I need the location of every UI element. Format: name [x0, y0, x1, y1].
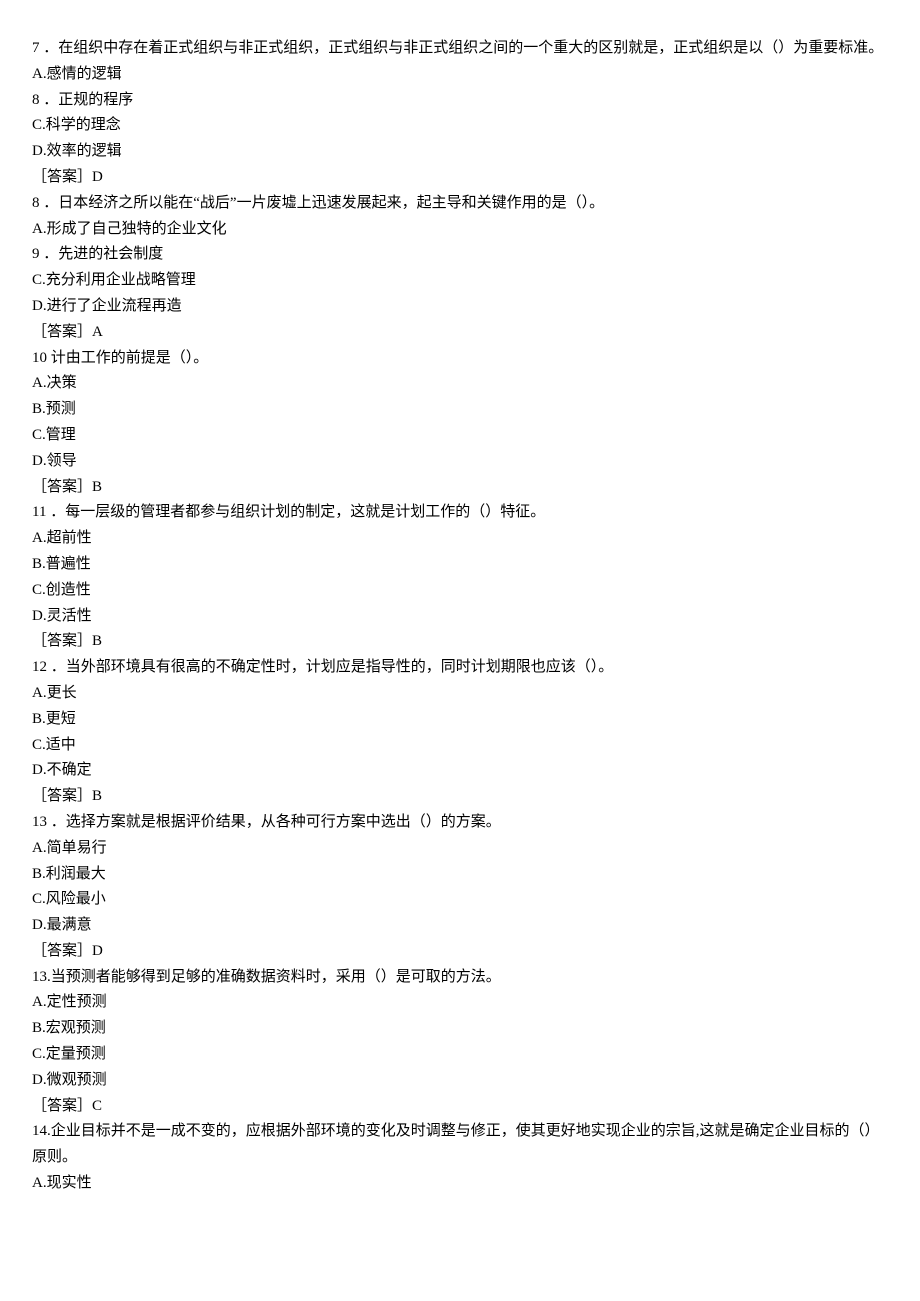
- answer-line: ［答案］B: [32, 784, 888, 810]
- option-d: D.领导: [32, 449, 888, 475]
- option-b: B.预测: [32, 397, 888, 423]
- option-a: A.定性预测: [32, 990, 888, 1016]
- option-b: B.更短: [32, 707, 888, 733]
- question-text: ．当外部环境具有很高的不确定性时，计划应是指导性的，同时计划期限也应该（）。: [47, 659, 613, 675]
- document-body: 7 ．在组织中存在着正式组织与非正式组织，正式组织与非正式组织之间的一个重大的区…: [32, 36, 888, 1197]
- option-a: A.决策: [32, 371, 888, 397]
- answer-line: ［答案］A: [32, 320, 888, 346]
- option-c: C.充分利用企业战略管理: [32, 268, 888, 294]
- option-b: B.宏观预测: [32, 1016, 888, 1042]
- question-number: 14.: [32, 1123, 51, 1139]
- question-number: 7: [32, 40, 40, 56]
- question-stem: 14.企业目标并不是一成不变的，应根据外部环境的变化及时调整与修正，使其更好地实…: [32, 1119, 888, 1171]
- answer-line: ［答案］C: [32, 1094, 888, 1120]
- question-number: 10: [32, 350, 47, 366]
- question-number: 11: [32, 504, 46, 520]
- option-d: D.微观预测: [32, 1068, 888, 1094]
- option-c: C.管理: [32, 423, 888, 449]
- question-text: 当预测者能够得到足够的准确数据资料时，采用（）是可取的方法。: [51, 969, 501, 985]
- option-d: D.灵活性: [32, 604, 888, 630]
- option-c: C.科学的理念: [32, 113, 888, 139]
- option-b: B.利润最大: [32, 862, 888, 888]
- question-number: 13: [32, 814, 47, 830]
- option-d: D.进行了企业流程再造: [32, 294, 888, 320]
- option-d: D.最满意: [32, 913, 888, 939]
- option-c: C.定量预测: [32, 1042, 888, 1068]
- question-number: 8: [32, 195, 40, 211]
- answer-line: ［答案］B: [32, 475, 888, 501]
- question-number: 13.: [32, 969, 51, 985]
- question-number: 12: [32, 659, 47, 675]
- question-text: ．在组织中存在着正式组织与非正式组织，正式组织与非正式组织之间的一个重大的区别就…: [43, 40, 883, 56]
- question-stem: 7 ．在组织中存在着正式组织与非正式组织，正式组织与非正式组织之间的一个重大的区…: [32, 36, 888, 62]
- option-c: C.适中: [32, 733, 888, 759]
- option-d: D.不确定: [32, 758, 888, 784]
- option-a: A.感情的逻辑: [32, 62, 888, 88]
- question-stem: 8 ．日本经济之所以能在“战后”一片废墟上迅速发展起来，起主导和关键作用的是（）…: [32, 191, 888, 217]
- option-b: 8 ．正规的程序: [32, 88, 888, 114]
- option-c: C.风险最小: [32, 887, 888, 913]
- option-b: 9 ．先进的社会制度: [32, 242, 888, 268]
- question-stem: 12 ．当外部环境具有很高的不确定性时，计划应是指导性的，同时计划期限也应该（）…: [32, 655, 888, 681]
- question-text: 企业目标并不是一成不变的，应根据外部环境的变化及时调整与修正，使其更好地实现企业…: [32, 1123, 880, 1165]
- option-b: B.普遍性: [32, 552, 888, 578]
- question-stem: 13.当预测者能够得到足够的准确数据资料时，采用（）是可取的方法。: [32, 965, 888, 991]
- question-text: ．日本经济之所以能在“战后”一片废墟上迅速发展起来，起主导和关键作用的是（）。: [43, 195, 604, 211]
- question-stem: 13 ．选择方案就是根据评价结果，从各种可行方案中选出（）的方案。: [32, 810, 888, 836]
- option-a: A.超前性: [32, 526, 888, 552]
- question-text: ．选择方案就是根据评价结果，从各种可行方案中选出（）的方案。: [47, 814, 501, 830]
- answer-line: ［答案］D: [32, 939, 888, 965]
- question-stem: 10 计由工作的前提是（）。: [32, 346, 888, 372]
- option-a: A.现实性: [32, 1171, 888, 1197]
- option-a: A.更长: [32, 681, 888, 707]
- question-text: ．每一层级的管理者都参与组织计划的制定，这就是计划工作的（）特征。: [46, 504, 545, 520]
- option-a: A.简单易行: [32, 836, 888, 862]
- option-a: A.形成了自己独特的企业文化: [32, 217, 888, 243]
- question-stem: 11 ．每一层级的管理者都参与组织计划的制定，这就是计划工作的（）特征。: [32, 500, 888, 526]
- answer-line: ［答案］B: [32, 629, 888, 655]
- option-c: C.创造性: [32, 578, 888, 604]
- answer-line: ［答案］D: [32, 165, 888, 191]
- option-d: D.效率的逻辑: [32, 139, 888, 165]
- question-text: 计由工作的前提是（）。: [47, 350, 208, 366]
